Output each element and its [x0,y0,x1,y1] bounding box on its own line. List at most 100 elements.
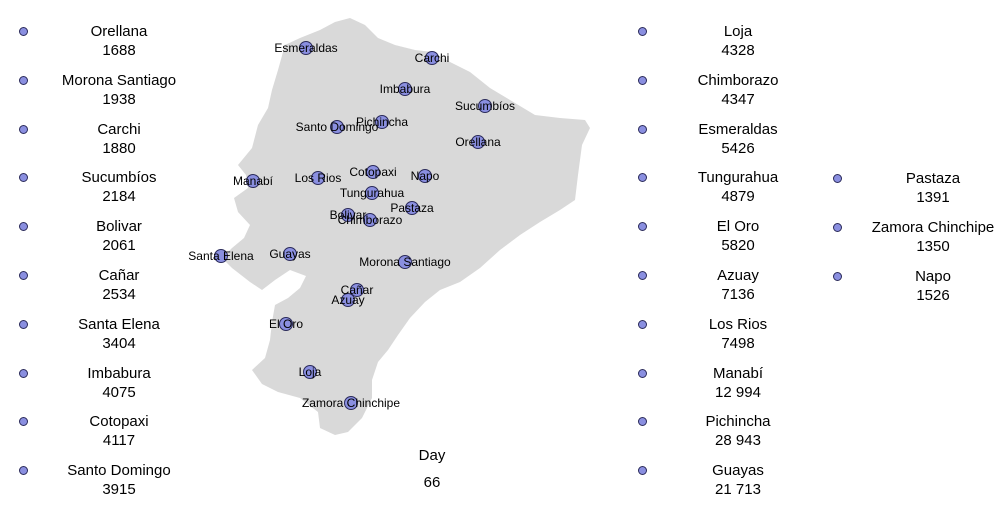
province-label: Morona Santiago [359,255,451,269]
province-label: Los Rios [295,171,342,185]
province-marker [350,283,364,297]
province-label: Orellana [455,135,501,149]
legend-province-name: Esmeraldas [698,120,778,138]
legend-marker-icon [19,27,28,36]
province-marker [478,99,492,113]
legend-province-name: Morona Santiago [61,71,177,89]
legend-province-value: 1688 [102,42,136,59]
legend-province-name: Santa Elena [78,315,160,333]
legend-item: Zamora Chinchipe 1350 [0,218,1000,262]
province-label: Esmeraldas [274,41,337,55]
province-label: Azuay [331,293,364,307]
legend-province-name: Carchi [97,120,141,138]
legend-province-name: Tungurahua [697,169,779,187]
province-marker [375,115,389,129]
province-label: Chimborazo [338,213,403,227]
legend-province-name: Pichincha [705,413,771,431]
legend-marker-icon [19,466,28,476]
legend-item: Tungurahua 4879 [0,168,1000,212]
legend-province-value: 4879 [721,188,755,206]
legend-province-name: Los Rios [708,315,768,333]
province-label: Manabí [233,174,274,188]
province-label: Guayas [269,247,310,261]
legend-province-name: Loja [723,23,753,40]
legend-item: Orellana 1688 [0,22,1000,66]
legend-item: Chimborazo 4347 [0,71,1000,115]
legend-item: Sucumbíos 2184 [0,168,1000,212]
legend-province-name: Cotopaxi [89,413,149,431]
province-marker [344,396,358,410]
legend-item: Morona Santiago 1938 [0,71,1000,115]
province-label: Santo Domingo [296,120,379,134]
legend-province-value: 1526 [916,286,950,304]
province-marker [366,165,380,179]
province-label: Santa Elena [188,249,254,263]
legend-item: Pastaza 1391 [0,169,1000,213]
province-marker [303,365,317,379]
legend-marker-icon [638,319,647,329]
province-marker [311,171,325,185]
legend-province-name: Imbabura [87,364,151,382]
province-marker [471,135,485,149]
province-marker [330,120,344,134]
legend-province-name: Napo [915,267,951,285]
province-label: Imbabura [380,82,431,96]
legend-item: Guayas 21 713 [0,461,1000,505]
day-label: Day [418,447,446,464]
province-marker [341,208,355,222]
province-marker [214,249,228,263]
legend-item: Santo Domingo 3915 [0,461,1000,505]
legend-province-name: El Oro [716,218,760,236]
province-marker [405,201,419,215]
legend-province-value: 7498 [721,334,755,352]
legend-province-name: Manabí [712,364,764,382]
legend-province-value: 3915 [102,481,136,499]
legend-marker-icon [19,319,28,329]
province-label: Loja [299,365,322,379]
legend-marker-icon [19,75,28,85]
legend-province-value: 1880 [102,139,136,157]
legend-item: Napo 1526 [0,267,1000,311]
legend-province-name: Zamora Chinchipe [871,218,995,236]
legend-marker-icon [638,368,647,378]
legend-province-value: 4117 [102,432,136,450]
province-marker [398,82,412,96]
legend-marker-icon [638,27,647,36]
province-marker [398,255,412,269]
legend-item: Bolivar 2061 [0,217,1000,261]
legend-province-name: Bolivar [96,218,142,236]
legend-province-value: 4347 [721,90,755,108]
province-label: Pastaza [390,201,434,215]
legend-province-value: 12 994 [715,383,761,401]
legend-item: Esmeraldas 5426 [0,120,1000,164]
legend-marker-icon [638,222,647,232]
legend-province-value: 2534 [102,286,136,303]
legend-province-name: Pastaza [905,170,961,187]
legend-marker-icon [19,222,28,232]
legend-item: Cotopaxi 4117 [0,412,1000,456]
legend-province-name: Guayas [712,462,764,480]
legend-marker-icon [638,466,647,476]
legend-province-value: 1350 [916,237,950,255]
province-marker [425,51,439,65]
day-value: 66 [423,474,441,491]
province-marker [341,293,355,307]
province-marker [363,213,377,227]
legend-province-name: Sucumbíos [81,169,157,187]
legend-item: Los Rios 7498 [0,315,1000,359]
legend-item: Pichincha 28 943 [0,412,1000,456]
province-marker [279,317,293,331]
province-label: Cañar [341,283,374,297]
legend-marker-icon [833,222,842,232]
ecuador-land-shape [222,18,590,435]
legend-province-name: Cañar [98,267,140,284]
legend-marker-icon [638,75,647,85]
legend-province-value: 7136 [721,286,755,303]
province-marker [365,186,379,200]
legend-province-value: 21 713 [715,481,761,499]
legend-province-name: Orellana [90,23,148,40]
map-markers: Esmeraldas Carchi Imbabura Sucumbíos Santo D… [188,41,515,410]
legend-province-value: 2061 [102,237,136,255]
legend-marker-icon [833,174,842,183]
legend-item: Santa Elena 3404 [0,315,1000,359]
